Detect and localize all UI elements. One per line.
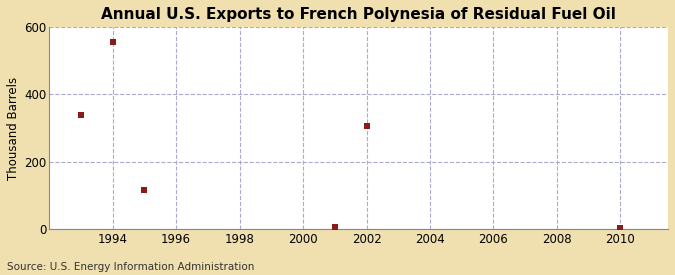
Point bbox=[361, 124, 372, 129]
Text: Source: U.S. Energy Information Administration: Source: U.S. Energy Information Administ… bbox=[7, 262, 254, 272]
Title: Annual U.S. Exports to French Polynesia of Residual Fuel Oil: Annual U.S. Exports to French Polynesia … bbox=[101, 7, 616, 22]
Point bbox=[139, 188, 150, 192]
Point bbox=[329, 225, 340, 229]
Point bbox=[615, 225, 626, 230]
Point bbox=[107, 40, 118, 45]
Y-axis label: Thousand Barrels: Thousand Barrels bbox=[7, 76, 20, 180]
Point bbox=[76, 112, 86, 117]
